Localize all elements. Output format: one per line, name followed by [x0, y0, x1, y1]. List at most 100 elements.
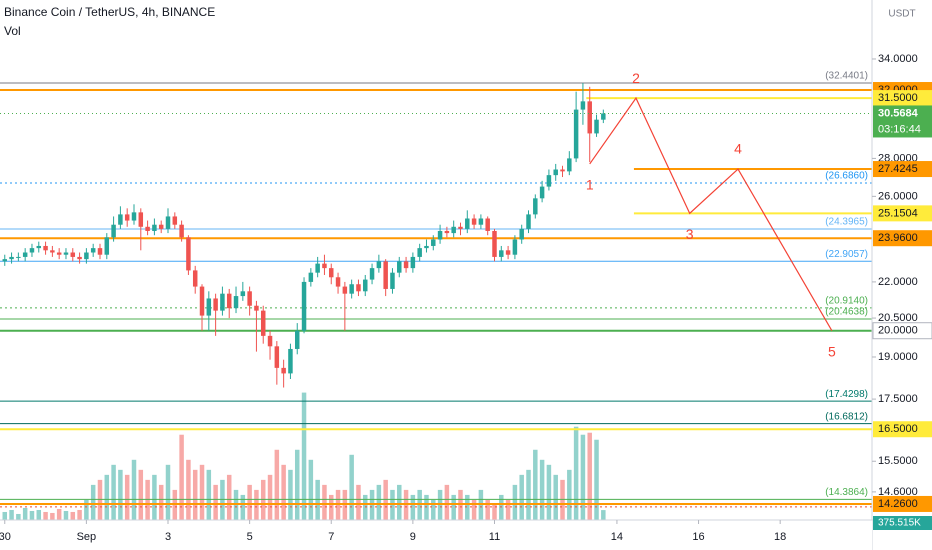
level-label: (24.3965) [825, 217, 868, 228]
volume-bar [50, 512, 55, 520]
candle-body [138, 212, 144, 227]
volume-bar [546, 464, 552, 520]
volume-bar [601, 510, 606, 520]
candle-body [172, 216, 178, 225]
candle-body [465, 218, 470, 229]
candle-body [152, 224, 157, 231]
volume-bar [397, 484, 402, 520]
y-tick-label: 26.0000 [878, 190, 918, 202]
volume-bar [2, 511, 8, 520]
volume-bar [36, 509, 42, 520]
volume-bar [179, 434, 184, 520]
volume-bar [329, 494, 334, 520]
volume-bar [560, 479, 565, 520]
volume-bar [192, 469, 198, 520]
candle-body [165, 216, 171, 229]
y-tick-label: 15.5000 [878, 455, 918, 467]
volume-bar [274, 449, 280, 520]
volume-bar [587, 432, 592, 520]
candle-body [342, 286, 348, 294]
level-badge-label: 16.5000 [878, 423, 918, 435]
candle-body [308, 272, 314, 282]
volume-title: Vol [4, 24, 21, 38]
volume-bar [111, 464, 116, 520]
volume-bar [369, 489, 375, 520]
candle-body [294, 330, 300, 349]
candle-body [417, 248, 422, 257]
volume-bar [138, 469, 144, 520]
candle-body [444, 230, 450, 234]
volume-bar [22, 507, 28, 520]
volume-bar [104, 474, 110, 520]
candle-body [315, 263, 320, 273]
candle-body [9, 256, 14, 260]
candle-body [199, 286, 205, 316]
candle-body [220, 293, 225, 311]
volume-bar [206, 469, 212, 520]
x-tick-label: 9 [410, 531, 416, 543]
volume-bar [288, 469, 293, 520]
candle-body [63, 252, 69, 255]
volume-bar [539, 459, 545, 520]
candle-body [281, 367, 286, 374]
candle-body [267, 335, 273, 347]
volume-bar [410, 494, 416, 520]
volume-bar [281, 464, 286, 520]
level-label: (32.4401) [825, 71, 868, 82]
y-tick-label: 17.5000 [878, 393, 918, 405]
countdown-label: 03:16:44 [878, 123, 921, 135]
level-badge-label: 14.2600 [878, 498, 918, 510]
volume-bar [165, 464, 171, 520]
volume-bar [226, 474, 232, 520]
level-badge-label: 23.9600 [878, 232, 918, 244]
candle-body [410, 256, 416, 269]
volume-bar [145, 479, 150, 520]
level-label: (20.4638) [825, 307, 868, 318]
candle-body [383, 261, 388, 289]
level-badge-label: 31.5000 [878, 92, 918, 104]
x-tick-label: 16 [692, 531, 704, 543]
volume-bar [213, 484, 218, 520]
volume-bar [56, 508, 62, 520]
volume-bar [471, 499, 477, 520]
volume-bar [220, 479, 225, 520]
volume-bar [43, 511, 48, 520]
volume-bar [322, 484, 327, 520]
candle-body [226, 293, 232, 309]
volume-bar [594, 439, 599, 520]
volume-bar [342, 489, 348, 520]
volume-bar [580, 434, 586, 520]
candle-body [451, 226, 456, 234]
candle-body [403, 261, 409, 269]
wave-line [589, 96, 833, 332]
volume-bar [254, 489, 259, 520]
level-badge [873, 161, 932, 178]
level-badge [873, 421, 932, 438]
x-tick-label: 11 [489, 531, 500, 543]
x-tick-label: Sep [77, 531, 97, 543]
candle-body [22, 252, 28, 257]
candle-body [50, 250, 55, 253]
volume-bar [533, 449, 538, 520]
volume-bar [124, 474, 130, 520]
plot-area: (32.4401) (26.6860) (24.3965) (22.9057) (20.… [0, 70, 872, 520]
candle-body [573, 109, 579, 159]
volume-bar [29, 510, 35, 520]
candle-body [104, 237, 110, 255]
level-badge [873, 205, 932, 222]
volume-bar [84, 499, 89, 520]
y-tick-label: 20.5000 [878, 312, 918, 324]
candle-body [363, 279, 368, 292]
volume-bar [63, 510, 69, 520]
volume-bar [70, 511, 76, 520]
volume-bar [233, 489, 239, 520]
y-tick-label: 19.0000 [878, 351, 918, 363]
volume-bar [294, 449, 300, 520]
candle-body [539, 186, 545, 199]
volume-bar [437, 489, 443, 520]
candle-body [505, 250, 511, 255]
level-label: (17.4298) [825, 389, 868, 400]
volume-bar [247, 484, 252, 520]
axis-layer: 30 Sep 3 5 7 9 11 14 16 1834.000028.000026.000022… [0, 53, 932, 543]
